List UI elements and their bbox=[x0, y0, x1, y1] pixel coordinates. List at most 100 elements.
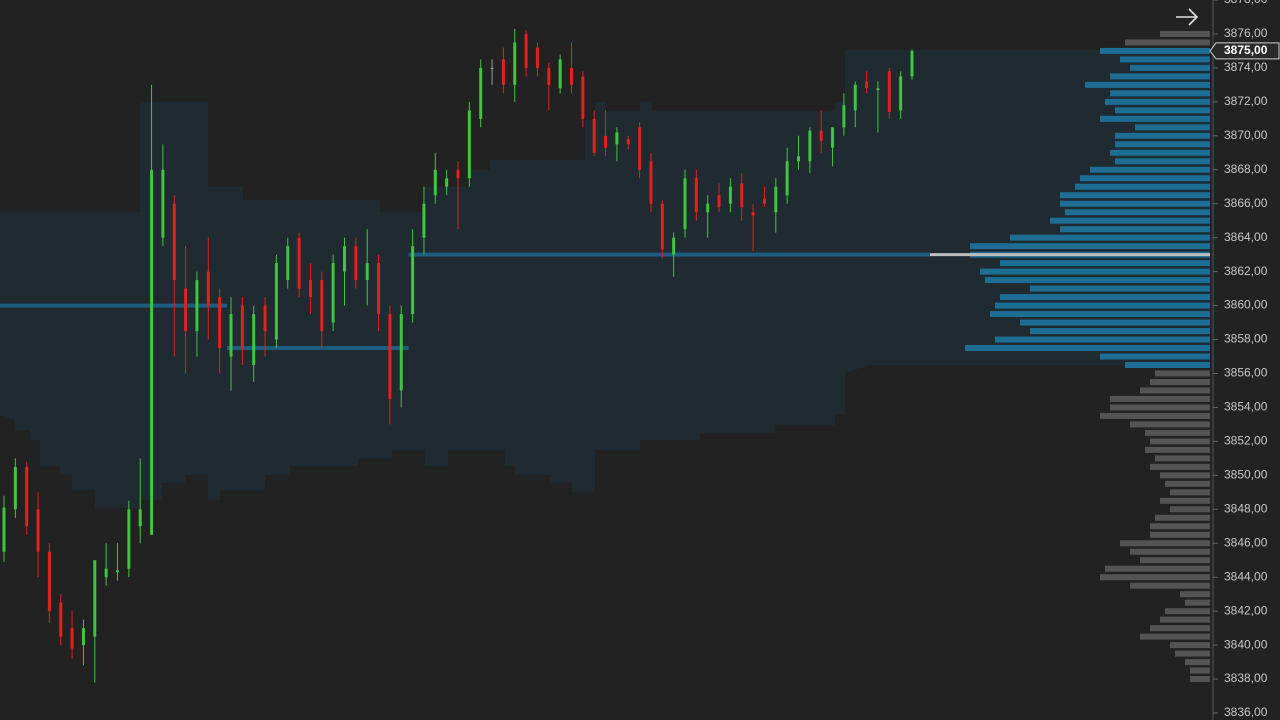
y-tick-label: 3878,00 bbox=[1224, 0, 1268, 6]
profile-bar bbox=[1125, 39, 1210, 46]
y-tick-label: 3858,00 bbox=[1224, 332, 1268, 346]
profile-bar bbox=[1105, 565, 1210, 572]
profile-bar bbox=[1170, 642, 1210, 649]
candle-body bbox=[138, 509, 142, 527]
profile-bar bbox=[1130, 582, 1210, 589]
profile-bar bbox=[990, 311, 1210, 318]
candle-body bbox=[229, 314, 233, 357]
candle-body bbox=[831, 127, 835, 148]
candle-body bbox=[558, 59, 562, 89]
candle-body bbox=[365, 263, 369, 281]
y-tick-label: 3844,00 bbox=[1224, 569, 1268, 583]
profile-bar bbox=[1000, 294, 1210, 301]
candle-body bbox=[490, 67, 494, 69]
y-tick-label: 3850,00 bbox=[1224, 468, 1268, 482]
candle-body bbox=[445, 178, 449, 187]
arrow-icon[interactable] bbox=[1176, 8, 1199, 26]
profile-bar bbox=[995, 336, 1210, 343]
y-tick-label: 3836,00 bbox=[1224, 705, 1268, 719]
y-tick-label: 3874,00 bbox=[1224, 60, 1268, 74]
y-tick-label: 3870,00 bbox=[1224, 128, 1268, 142]
profile-bar bbox=[1100, 47, 1210, 54]
profile-bar bbox=[1145, 446, 1210, 453]
candle-body bbox=[672, 237, 676, 255]
candle-body bbox=[797, 156, 800, 162]
profile-bar bbox=[1150, 378, 1210, 385]
profile-bar bbox=[1000, 260, 1210, 267]
profile-bar bbox=[1155, 370, 1210, 377]
candle-body bbox=[853, 84, 857, 111]
candle-body bbox=[331, 263, 335, 323]
profile-bar bbox=[1060, 226, 1210, 233]
profile-bar bbox=[1125, 361, 1210, 368]
profile-bar bbox=[1075, 183, 1210, 190]
y-axis: 3836,00 3838,00 3840,00 3842,00 3844,00 3846,… bbox=[1213, 0, 1268, 719]
last-price-label: 3875,00 bbox=[1224, 43, 1268, 57]
candle-body bbox=[81, 628, 85, 646]
y-tick-label: 3864,00 bbox=[1224, 230, 1268, 244]
candle-body bbox=[411, 246, 415, 315]
candle-body bbox=[717, 195, 721, 208]
arrow[interactable] bbox=[1176, 8, 1199, 26]
candle-body bbox=[70, 628, 74, 649]
candle-body bbox=[161, 169, 165, 238]
candle-body bbox=[683, 178, 687, 230]
candle-body bbox=[320, 280, 324, 332]
profile-bar bbox=[1110, 73, 1210, 80]
candle-body bbox=[274, 263, 278, 340]
profile-bar bbox=[1100, 574, 1210, 581]
profile-bar bbox=[1085, 81, 1210, 88]
profile-bar bbox=[1150, 625, 1210, 632]
candle-body bbox=[422, 203, 426, 238]
candle-body bbox=[604, 135, 608, 148]
candle-body bbox=[501, 59, 505, 85]
candle-body bbox=[638, 127, 642, 170]
profile-bar bbox=[965, 345, 1210, 352]
developing-value-area bbox=[0, 50, 1210, 508]
candle-body bbox=[535, 47, 539, 68]
profile-bar bbox=[1150, 463, 1210, 470]
candle-body bbox=[740, 183, 744, 208]
profile-bar bbox=[1100, 412, 1210, 419]
profile-bar bbox=[1100, 353, 1210, 360]
profile-bar bbox=[1170, 506, 1210, 513]
profile-bar bbox=[1030, 285, 1210, 292]
candle-body bbox=[399, 314, 403, 391]
profile-bar bbox=[995, 302, 1210, 309]
candle-body bbox=[240, 305, 244, 349]
candle-body bbox=[785, 161, 789, 196]
y-tick-label: 3862,00 bbox=[1224, 264, 1268, 278]
candle-body bbox=[47, 551, 51, 612]
candle-body bbox=[127, 509, 131, 569]
candle-body bbox=[377, 263, 381, 315]
candle-body bbox=[865, 81, 869, 89]
profile-bar bbox=[1175, 650, 1210, 657]
profile-bar bbox=[970, 243, 1210, 250]
candle-body bbox=[308, 280, 312, 298]
y-tick-label: 3852,00 bbox=[1224, 434, 1268, 448]
profile-bar bbox=[1115, 141, 1210, 148]
profile-bar bbox=[1115, 132, 1210, 139]
profile-bar bbox=[1100, 115, 1210, 122]
profile-bar bbox=[1155, 455, 1210, 462]
profile-bar bbox=[1120, 56, 1210, 63]
profile-bar bbox=[1170, 489, 1210, 496]
candle-body bbox=[581, 76, 585, 119]
profile-bar bbox=[1090, 166, 1210, 173]
profile-bar bbox=[1150, 531, 1210, 538]
candle-body bbox=[218, 297, 222, 349]
candle-body bbox=[388, 314, 392, 399]
candle-body bbox=[2, 507, 6, 552]
profile-bar bbox=[1050, 217, 1210, 224]
profile-bar bbox=[1110, 395, 1210, 402]
last-price-box bbox=[1209, 42, 1280, 60]
candle-body bbox=[592, 118, 596, 153]
candle-body bbox=[876, 88, 880, 90]
candle-body bbox=[660, 203, 664, 250]
profile-bar bbox=[1180, 591, 1210, 598]
candle-body bbox=[626, 139, 630, 145]
candle-body bbox=[184, 288, 188, 332]
candle-body bbox=[456, 169, 460, 179]
candle-body bbox=[887, 71, 891, 113]
candle-body bbox=[615, 132, 619, 145]
